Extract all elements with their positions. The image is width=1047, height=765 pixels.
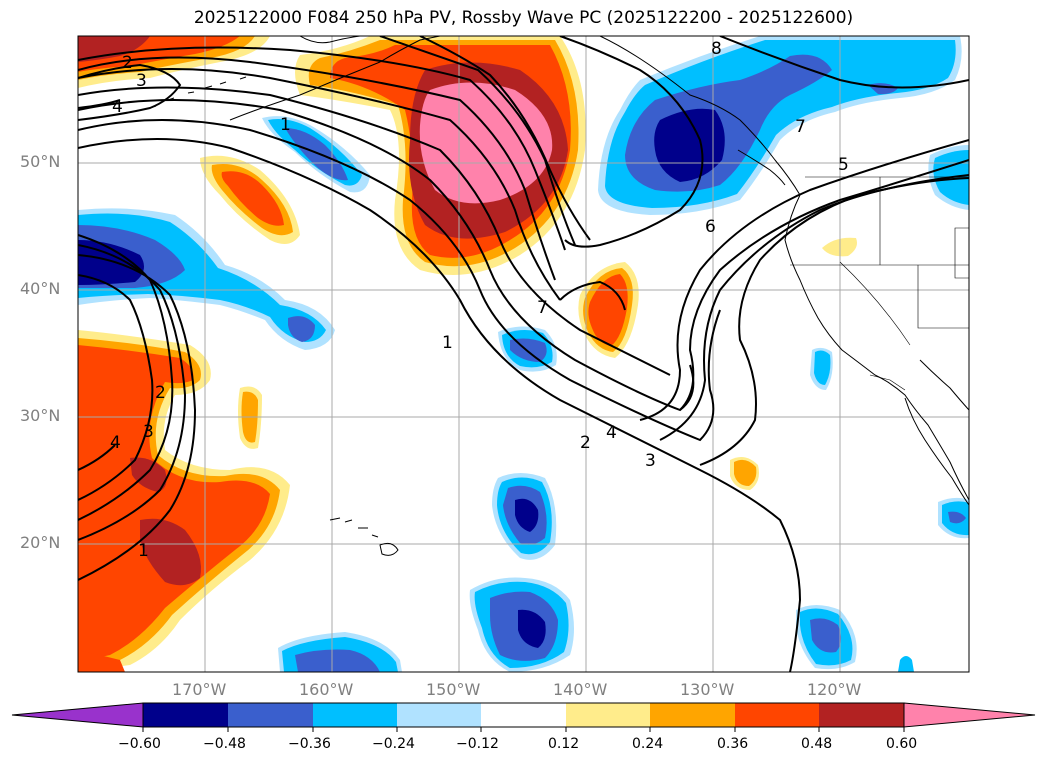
colorbar-extend-high [903, 702, 1036, 728]
colorbar-segment [481, 703, 566, 727]
colorbar-segment [566, 703, 650, 727]
contour-label: 3 [136, 71, 147, 91]
colorbar-tick-label: −0.48 [203, 736, 246, 752]
contour-label: 5 [838, 155, 849, 175]
colorbar-tick-label: 0.48 [801, 736, 833, 752]
contour-label: 1 [280, 115, 291, 135]
lon-label-160w: 160°W [299, 680, 354, 699]
colorbar-segment [228, 703, 313, 727]
colorbar-segment [313, 703, 397, 727]
colorbar-segment [650, 703, 735, 727]
colorbar [11, 702, 1036, 732]
lat-label-30n: 30°N [20, 406, 61, 425]
colorbar-tick-label: −0.60 [118, 736, 161, 752]
colorbar-segment [397, 703, 481, 727]
colorbar-tick-label: 0.24 [632, 736, 664, 752]
rossby-contours [78, 36, 969, 672]
colorbar-tick-label: −0.12 [456, 736, 499, 752]
political-borders [790, 176, 969, 391]
colorbar-tick-label: 0.36 [717, 736, 749, 752]
contour-label: 4 [606, 423, 617, 443]
contour-label: 6 [705, 217, 716, 237]
colorbar-tick-label: −0.36 [288, 736, 331, 752]
lon-label-120w: 120°W [807, 680, 862, 699]
colorbar-tick-label: 0.60 [886, 736, 918, 752]
contour-label: 1 [442, 333, 453, 353]
colorbar-segment [819, 703, 904, 727]
map-frame [77, 35, 970, 673]
contour-label: 2 [580, 433, 591, 453]
lon-label-130w: 130°W [680, 680, 735, 699]
lat-label-50n: 50°N [20, 152, 61, 171]
colorbar-tick-label: 0.12 [548, 736, 580, 752]
contour-label: 7 [795, 117, 806, 137]
colorbar-ticks [142, 727, 905, 732]
colorbar-frame [142, 702, 905, 728]
contour-label: 3 [645, 451, 656, 471]
contour-label: 8 [711, 39, 722, 59]
lat-label-40n: 40°N [20, 279, 61, 298]
lat-label-20n: 20°N [20, 533, 61, 552]
colorbar-extend-low [11, 702, 144, 728]
contour-label: 3 [143, 422, 154, 442]
lon-label-150w: 150°W [426, 680, 481, 699]
lon-label-140w: 140°W [553, 680, 608, 699]
contour-label: 4 [110, 433, 121, 453]
lon-label-170w: 170°W [172, 680, 227, 699]
contour-label: 2 [155, 383, 166, 403]
colorbar-segment [143, 703, 228, 727]
contour-label-group: 2 3 4 1 1 2 3 4 5 6 7 7 8 2 3 4 1 [110, 39, 849, 561]
contour-label: 2 [122, 53, 133, 73]
colorbar-segment [735, 703, 819, 727]
colorbar-tick-label: −0.24 [372, 736, 415, 752]
contour-label: 4 [112, 97, 123, 117]
contour-label: 7 [537, 298, 548, 318]
contour-label: 1 [138, 541, 149, 561]
figure-title: 2025122000 F084 250 hPa PV, Rossby Wave … [193, 8, 854, 28]
